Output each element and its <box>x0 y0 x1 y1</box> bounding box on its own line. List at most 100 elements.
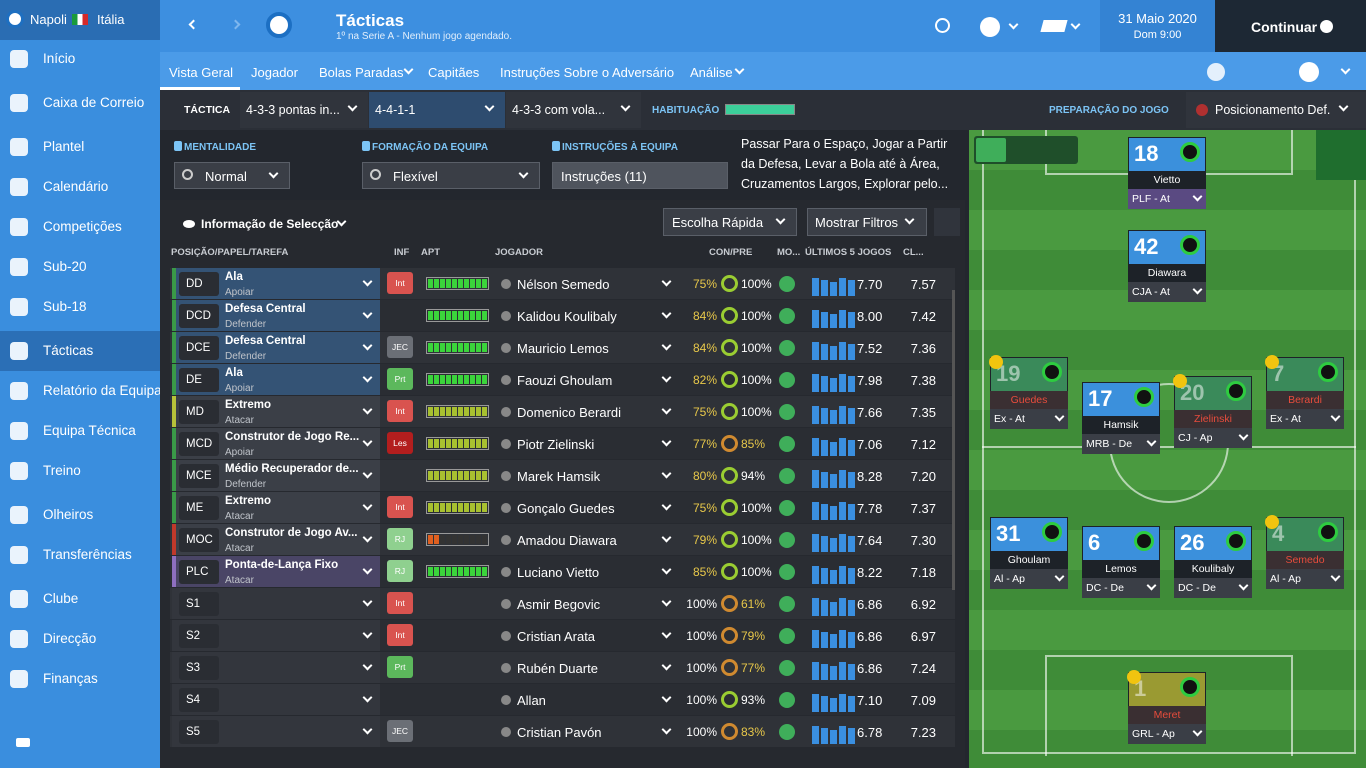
role-select[interactable] <box>1266 569 1344 589</box>
column-header[interactable]: ÚLTIMOS 5 JOGOS <box>805 247 892 258</box>
player-name[interactable]: Nélson Semedo <box>517 277 610 292</box>
info-icon <box>501 631 511 641</box>
sharpness: 100% <box>741 533 772 547</box>
suitability-bar <box>426 469 489 482</box>
fm-logo[interactable] <box>1040 20 1068 32</box>
preparation-link[interactable]: PREPARAÇÃO DO JOGO <box>1049 105 1169 116</box>
sidebar-item[interactable]: Equipa Técnica <box>43 423 136 438</box>
tab[interactable]: Bolas Paradas <box>319 65 404 80</box>
card-name: Lemos <box>1105 563 1137 575</box>
selection-info[interactable]: Informação de Selecção <box>201 217 339 231</box>
player-name[interactable]: Amadou Diawara <box>517 533 617 548</box>
continue-button[interactable] <box>1215 0 1366 52</box>
form-bar <box>821 568 828 584</box>
sidebar-item[interactable]: Finanças <box>43 671 98 686</box>
setting-select[interactable] <box>174 162 290 189</box>
bar-cell <box>452 471 457 480</box>
column-header[interactable]: MO... <box>777 247 801 258</box>
player-name[interactable]: Marek Hamsik <box>517 469 601 484</box>
bar-cell <box>464 279 469 288</box>
column-header[interactable]: APT <box>421 247 440 258</box>
tab[interactable]: Jogador <box>251 65 298 80</box>
player-name[interactable]: Faouzi Ghoulam <box>517 373 613 388</box>
club-name[interactable]: Napoli <box>30 12 67 27</box>
player-name[interactable]: Luciano Vietto <box>517 565 600 580</box>
tactic-slot[interactable] <box>369 92 505 128</box>
duty: Defender <box>225 319 267 330</box>
tab[interactable]: Capitães <box>428 65 480 80</box>
role-select[interactable] <box>1082 434 1160 454</box>
setting-select[interactable] <box>552 162 728 189</box>
player-name[interactable]: Kalidou Koulibaly <box>517 309 617 324</box>
sidebar-item[interactable]: Caixa de Correio <box>43 95 145 110</box>
bar-cell <box>440 471 445 480</box>
inf-label: Int <box>395 278 405 288</box>
player-name[interactable]: Cristian Arata <box>517 629 596 644</box>
role-select[interactable] <box>990 569 1068 589</box>
role-select[interactable] <box>1128 724 1206 744</box>
player-name[interactable]: Rubén Duarte <box>517 661 598 676</box>
help-icon[interactable] <box>1299 62 1319 82</box>
bar-cell <box>446 503 451 512</box>
bar-cell <box>476 375 481 384</box>
suitability-bar <box>426 341 489 354</box>
role-select[interactable] <box>1174 428 1252 448</box>
sidebar-item[interactable]: Sub-18 <box>43 299 87 314</box>
filters[interactable] <box>807 208 927 236</box>
position-select[interactable] <box>1186 92 1366 128</box>
player-name[interactable]: Domenico Berardi <box>517 405 622 420</box>
sidebar-item[interactable]: Início <box>43 51 76 66</box>
column-header[interactable]: CON/PRE <box>709 247 753 258</box>
player-name[interactable]: Piotr Zielinski <box>517 437 595 452</box>
role-select[interactable] <box>1128 189 1206 209</box>
column-header[interactable]: JOGADOR <box>495 247 544 258</box>
player-name[interactable]: Asmir Begovic <box>517 597 601 612</box>
sidebar-item[interactable]: Olheiros <box>43 507 94 522</box>
sidebar-item[interactable]: Tácticas <box>43 343 94 358</box>
tactic-slot[interactable] <box>240 92 368 128</box>
card-name: Berardi <box>1288 394 1322 406</box>
collapse-panel[interactable] <box>1316 130 1366 180</box>
role-select[interactable] <box>1266 409 1344 429</box>
role-select[interactable] <box>1082 578 1160 598</box>
column-header[interactable]: CL... <box>903 247 924 258</box>
sidebar-item[interactable]: Calendário <box>43 179 109 194</box>
sidebar-item[interactable]: Direcção <box>43 631 97 646</box>
globe-icon[interactable] <box>980 17 1000 37</box>
bar-cell <box>482 471 487 480</box>
bar-cell <box>446 279 451 288</box>
form-bar <box>830 666 837 680</box>
bar-cell <box>446 407 451 416</box>
tactic-slot[interactable] <box>506 92 641 128</box>
sidebar-item[interactable]: Competições <box>43 219 122 234</box>
staff-icon[interactable] <box>1207 63 1225 81</box>
player-name[interactable]: Mauricio Lemos <box>517 341 609 356</box>
column-header[interactable]: INF <box>394 247 410 258</box>
tab[interactable]: Vista Geral <box>169 65 234 80</box>
tab-underline <box>160 87 240 90</box>
role-select[interactable] <box>990 409 1068 429</box>
player-name[interactable]: Gonçalo Guedes <box>517 501 615 516</box>
condition: 75% <box>692 277 717 291</box>
quick-pick[interactable] <box>663 208 797 236</box>
sidebar-item[interactable]: Clube <box>43 591 79 606</box>
sidebar-item[interactable]: Transferências <box>43 547 132 562</box>
bar-cell <box>440 311 445 320</box>
player-name[interactable]: Cristian Pavón <box>517 725 602 740</box>
player-name[interactable]: Allan <box>517 693 546 708</box>
sidebar-item[interactable]: Relatório da Equipa <box>43 383 162 398</box>
continue-label[interactable]: Continuar <box>1251 19 1318 35</box>
setting-select[interactable] <box>362 162 540 189</box>
instruction-text: Cruzamentos Largos, Explorar pelo... <box>741 177 949 191</box>
search-icon[interactable] <box>935 18 950 33</box>
tab[interactable]: Instruções Sobre o Adversário <box>500 65 675 80</box>
average-rating: 7.57 <box>910 277 936 292</box>
sidebar-item[interactable]: Plantel <box>43 139 85 154</box>
column-header[interactable]: POSIÇÃO/PAPEL/TAREFA <box>171 247 289 258</box>
tab[interactable]: Análise <box>690 65 733 80</box>
role-select[interactable] <box>1174 578 1252 598</box>
sidebar-item[interactable]: Sub-20 <box>43 259 87 274</box>
role-select[interactable] <box>1128 282 1206 302</box>
sidebar-item[interactable]: Treino <box>43 463 81 478</box>
lock-button[interactable] <box>934 208 960 236</box>
